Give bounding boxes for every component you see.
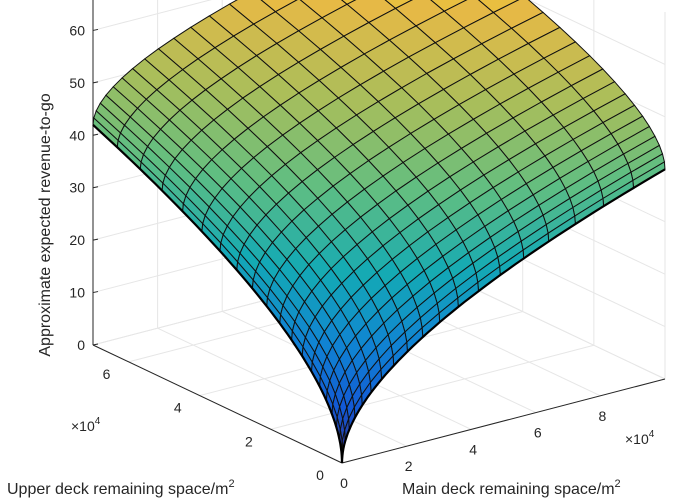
z-tick-label: 40	[69, 127, 85, 143]
z-tick-label: 50	[69, 75, 85, 91]
surface-edge-upper-deck	[92, 123, 344, 464]
surface-patch	[384, 0, 414, 9]
wall-gridline	[527, 0, 666, 65]
z-tick-label: 20	[69, 232, 85, 248]
x-tick-label: 2	[405, 458, 413, 474]
x-tick-labels: 0 2 4 6 8	[340, 408, 606, 491]
y-axis-label-superscript: 2	[228, 478, 234, 490]
x-axis-label-superscript: 2	[615, 478, 621, 490]
z-axis-label: Approximate expected revenue-to-go	[37, 93, 54, 356]
y-tick-label: 2	[245, 433, 253, 449]
y-tick-label: 4	[174, 400, 182, 416]
z-tick-mark	[92, 291, 99, 294]
floor-gridline	[157, 327, 407, 447]
y-axis-multiplier: ×104	[71, 416, 101, 434]
z-tick-label: 60	[69, 22, 85, 38]
x-tick-label: 6	[534, 425, 542, 441]
surface-edge	[92, 123, 666, 464]
z-tick-labels: 0 10 20 30 40 50 60	[69, 22, 99, 353]
z-tick-label: 0	[77, 337, 85, 353]
x-tick-label: 4	[469, 441, 477, 457]
y-multiplier-exponent: 4	[95, 416, 101, 427]
z-tick-mark	[92, 186, 99, 189]
surface-plot	[92, 0, 666, 464]
floor-gridline	[270, 344, 594, 430]
z-tick-mark	[92, 81, 99, 84]
x-multiplier-base: ×10	[625, 431, 649, 447]
surface-patch	[340, 0, 357, 5]
z-tick-label: 10	[69, 285, 85, 301]
x-axis-label: Main deck remaining space/m2	[402, 478, 621, 498]
y-axis-label: Upper deck remaining space/m2	[7, 478, 235, 498]
x-axis-multiplier: ×104	[625, 429, 655, 447]
z-tick-mark	[92, 343, 99, 346]
x-axis-label-text: Main deck remaining space/m	[402, 481, 615, 498]
y-tick-label: 0	[316, 467, 324, 483]
y-axis-line	[92, 344, 343, 464]
y-axis-label-text: Upper deck remaining space/m	[7, 481, 228, 498]
z-tick-mark	[92, 133, 99, 136]
y-tick-labels: 0 2 4 6	[103, 366, 324, 483]
surface-edge-main-deck	[340, 168, 666, 464]
x-tick-label: 8	[599, 408, 607, 424]
x-axis-line	[341, 378, 666, 464]
y-tick-label: 6	[103, 366, 111, 382]
z-tick-label: 30	[69, 180, 85, 196]
z-tick-mark	[92, 238, 99, 241]
x-multiplier-exponent: 4	[649, 429, 655, 440]
wall-gridline	[92, 0, 212, 31]
z-tick-mark	[92, 28, 99, 31]
y-multiplier-base: ×10	[71, 418, 95, 434]
x-tick-label: 0	[340, 475, 348, 491]
